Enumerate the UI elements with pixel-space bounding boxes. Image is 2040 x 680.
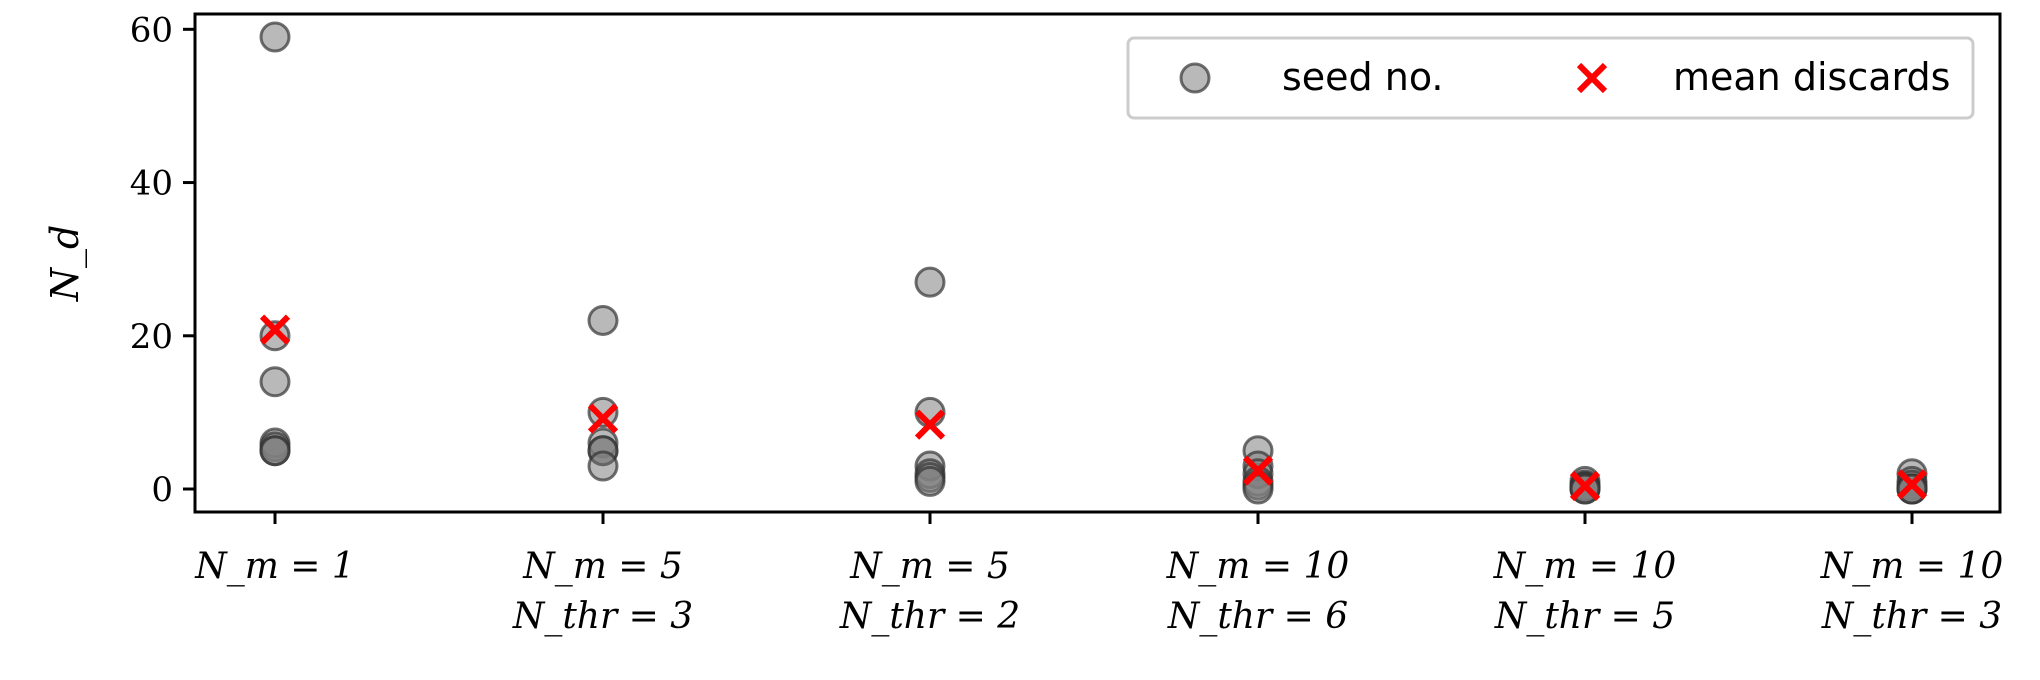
x-tick-label: N_m = 10 — [1820, 546, 2004, 587]
legend-x-mark — [1576, 62, 1608, 94]
legend-mean-label: mean discards — [1673, 55, 1950, 99]
x-tick-label: N_m = 5 — [849, 546, 1010, 587]
plot-frame — [193, 12, 2002, 514]
mean-point — [914, 409, 946, 440]
mean-point — [1242, 455, 1274, 486]
x-tick-label: N_thr = 6 — [1167, 596, 1348, 637]
mean-point — [259, 314, 291, 345]
x-tick-label: N_thr = 2 — [839, 596, 1020, 637]
mean-point — [1569, 470, 1601, 502]
x-tick-label: N_thr = 3 — [512, 596, 693, 637]
legend-mean-marker — [1576, 62, 1608, 94]
legend-seed-label: seed no. — [1282, 55, 1444, 99]
legend: seed no. mean discards — [1126, 36, 1975, 120]
x-axis: N_m = 1 N_m = 5 N_thr = 3 N_m = 5 N_thr = 2 N… — [194, 512, 2003, 637]
seed-point — [259, 366, 291, 398]
mean-point — [587, 403, 619, 434]
seed-point — [1896, 473, 1928, 505]
seed-point — [914, 266, 946, 298]
seed-point — [587, 450, 619, 482]
x-tick-label: N_m = 10 — [1166, 546, 1350, 587]
x-tick-label: N_thr = 5 — [1494, 596, 1675, 637]
seed-point — [259, 21, 291, 53]
y-axis: 0 20 40 60 — [130, 10, 195, 510]
y-axis-label: N_d — [43, 225, 88, 303]
mean-point — [1896, 469, 1928, 500]
seed-point — [587, 304, 619, 336]
seed-point — [914, 465, 946, 497]
y-tick-label: 40 — [130, 164, 173, 204]
seed-point — [587, 396, 619, 428]
legend-seed-marker — [1179, 62, 1211, 94]
y-tick-label: 20 — [130, 317, 173, 357]
seed-point — [259, 320, 291, 352]
y-tick-label: 60 — [130, 10, 173, 50]
data-layer — [259, 21, 1928, 505]
seed-point — [259, 435, 291, 467]
x-tick-label: N_thr = 3 — [1821, 596, 2002, 637]
x-tick-label: N_m = 10 — [1493, 546, 1677, 587]
seed-point — [1242, 473, 1274, 505]
y-tick-label: 0 — [151, 470, 173, 510]
x-tick-label: N_m = 1 — [194, 546, 355, 587]
x-tick-label: N_m = 5 — [522, 546, 683, 587]
legend-box — [1126, 36, 1975, 120]
